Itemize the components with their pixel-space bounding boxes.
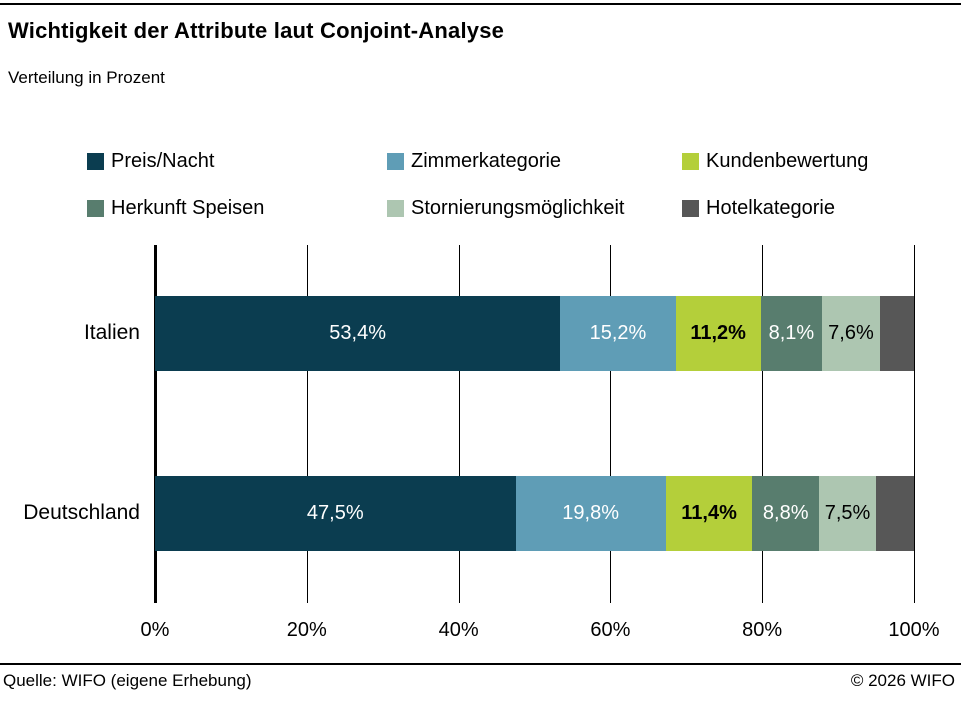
x-tick-label: 80%	[742, 619, 783, 641]
bar-segment: 7,5%	[819, 476, 877, 551]
legend-swatch-icon	[387, 153, 404, 170]
chart: 53,4% 15,2% 11,2% 8,1% 7,6% 47,5% 19,8% 11,4% 8,…	[0, 245, 961, 665]
page-title: Wichtigkeit der Attribute laut Conjoint-…	[8, 18, 505, 43]
segment-value-label: 11,2%	[690, 322, 746, 344]
segment-value-label: 15,2%	[589, 322, 647, 344]
x-tick-label: 40%	[438, 619, 479, 641]
segment-value-label: 19,8%	[562, 502, 620, 524]
legend-swatch-icon	[87, 200, 104, 217]
bar-segment: 15,2%	[560, 296, 676, 371]
segment-value-label: 7,6%	[828, 322, 874, 344]
segment-value-label: 11,4%	[681, 502, 737, 524]
segment-value-label: 7,5%	[824, 502, 871, 524]
legend-item-label: Herkunft Speisen	[111, 197, 265, 219]
copyright-note: © 2026 WIFO	[850, 671, 955, 690]
legend-item-label: Kundenbewertung	[706, 150, 869, 172]
legend-item: Herkunft Speisen	[87, 197, 387, 220]
x-tick-label: 100%	[888, 619, 940, 641]
gridline	[914, 245, 915, 603]
gridline	[458, 245, 460, 603]
bar-segment: 11,4%	[665, 476, 753, 551]
legend-item: Zimmerkategorie	[387, 150, 682, 173]
bar-row: 47,5% 19,8% 11,4% 8,8% 7,5%	[155, 476, 914, 551]
top-divider	[0, 3, 961, 5]
legend-item-label: Zimmerkategorie	[411, 150, 562, 172]
segment-value-label: 47,5%	[306, 502, 364, 524]
legend: Preis/Nacht Zimmerkategorie Kundenbewertun…	[87, 150, 868, 220]
segment-value-label: 8,8%	[762, 502, 809, 524]
category-label: Deutschland	[23, 501, 140, 524]
x-tick-label: 60%	[590, 619, 631, 641]
bar-row: 53,4% 15,2% 11,2% 8,1% 7,6%	[155, 296, 914, 371]
legend-item-label: Stornierungsmöglichkeit	[411, 197, 625, 219]
legend-swatch-icon	[387, 200, 404, 217]
legend-item-label: Preis/Nacht	[111, 150, 215, 172]
x-tick-label: 20%	[286, 619, 327, 641]
legend-swatch-icon	[87, 153, 104, 170]
plot-area: 53,4% 15,2% 11,2% 8,1% 7,6% 47,5% 19,8% 11,4% 8,…	[141, 245, 940, 641]
y-axis-line	[154, 245, 157, 603]
bar-segment: 8,1%	[760, 296, 823, 371]
legend-swatch-icon	[682, 200, 699, 217]
legend-item: Preis/Nacht	[87, 150, 387, 173]
page-subtitle: Verteilung in Prozent	[8, 68, 165, 87]
legend-swatch-icon	[682, 153, 699, 170]
bar-segment: 47,5%	[155, 476, 516, 551]
bar-segment: 19,8%	[515, 476, 666, 551]
legend-item: Hotelkategorie	[682, 197, 868, 220]
footer: Quelle: WIFO (eigene Erhebung) © 2026 WI…	[0, 671, 961, 691]
category-label: Italien	[83, 321, 140, 344]
source-note: Quelle: WIFO (eigene Erhebung)	[3, 671, 252, 690]
segment-value-label: 53,4%	[329, 322, 386, 344]
bar-segment: 11,2%	[675, 296, 761, 371]
legend-item: Stornierungsmöglichkeit	[387, 197, 682, 220]
legend-item: Kundenbewertung	[682, 150, 868, 173]
bar-segment: 53,4%	[155, 296, 561, 371]
bar-segment	[879, 296, 914, 371]
gridline	[762, 245, 764, 603]
footer-divider	[0, 663, 961, 665]
gridline	[610, 245, 612, 603]
legend-item-label: Hotelkategorie	[706, 197, 835, 219]
bar-segment: 8,8%	[752, 476, 820, 551]
x-tick-label: 0%	[140, 619, 170, 641]
bar-segment: 7,6%	[822, 296, 880, 371]
gridline	[306, 245, 308, 603]
bar-segment	[876, 476, 914, 551]
segment-value-label: 8,1%	[768, 322, 815, 344]
